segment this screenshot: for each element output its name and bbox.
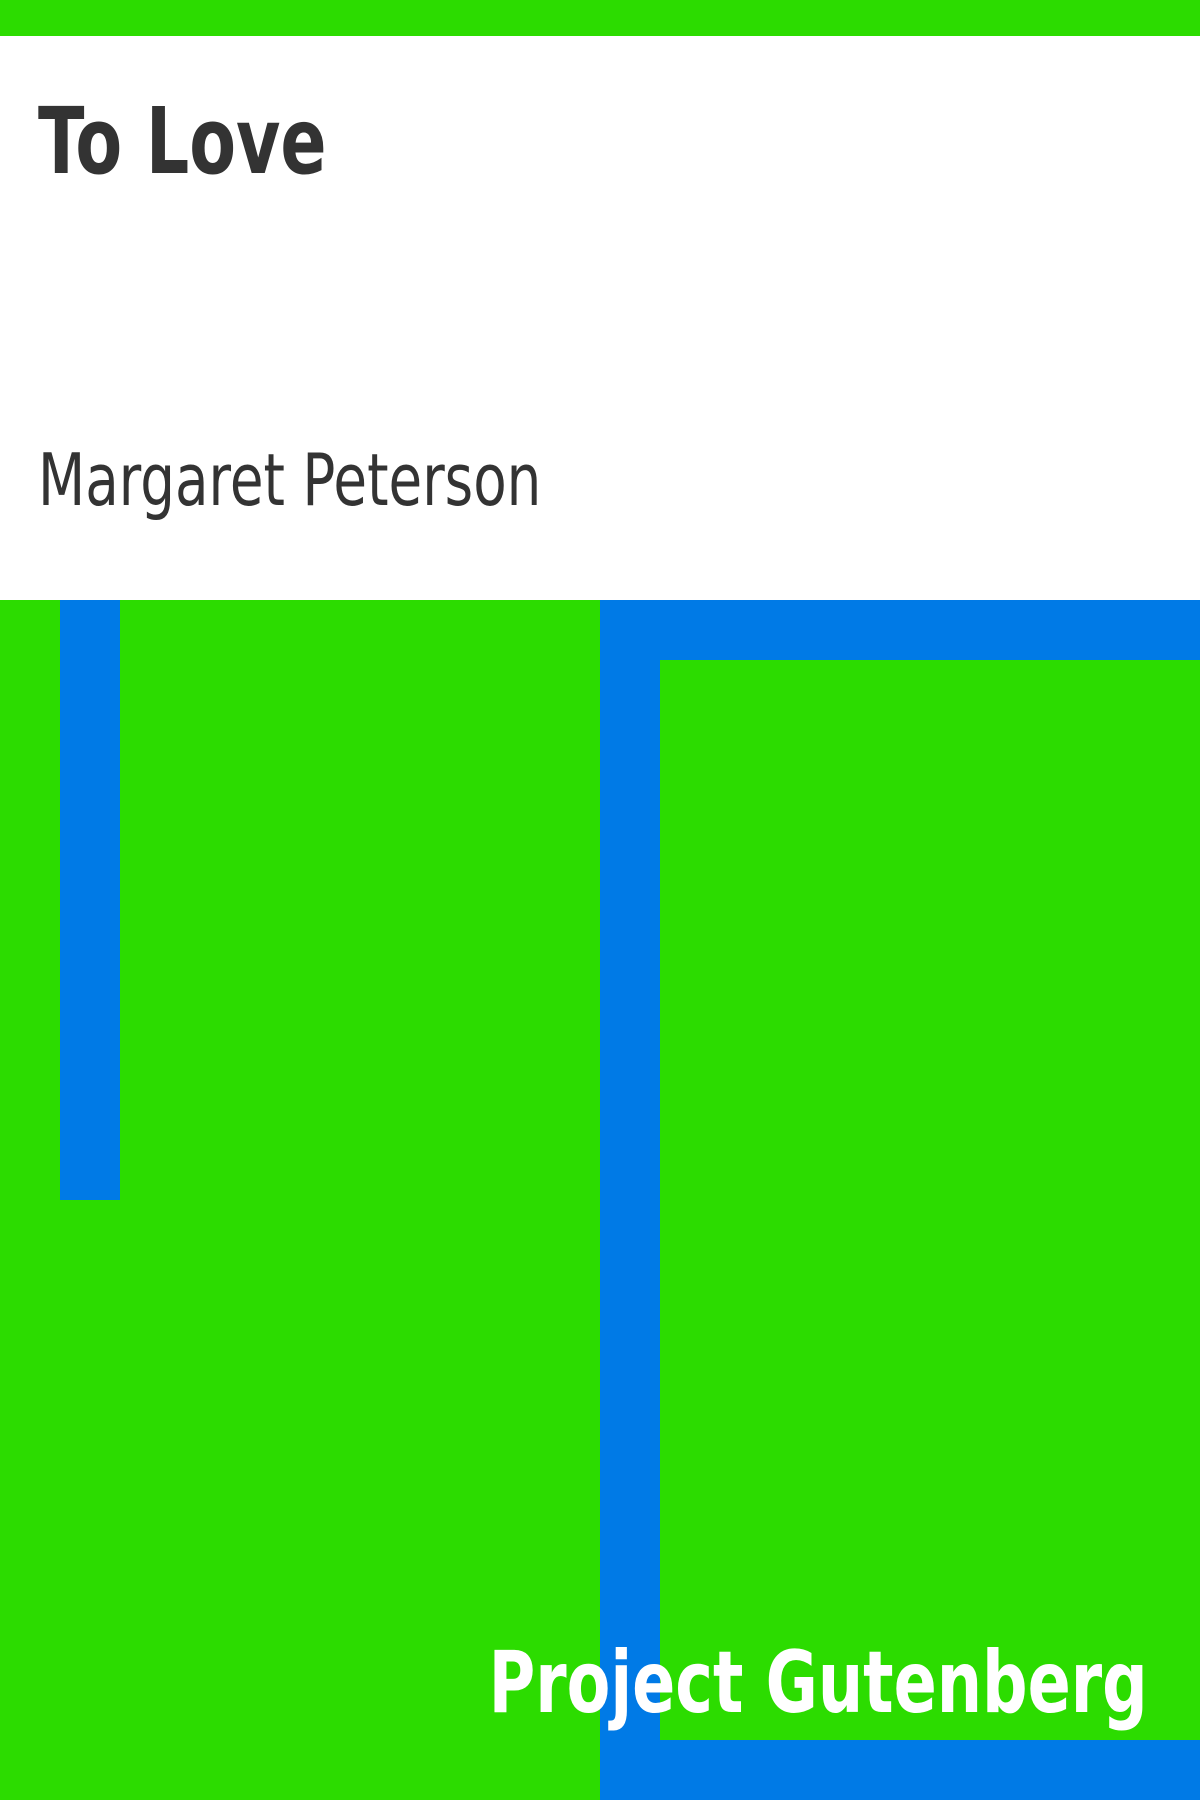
book-title: To Love bbox=[38, 88, 327, 195]
publisher-name: Project Gutenberg bbox=[488, 1633, 1148, 1733]
cover-artwork: Project Gutenberg bbox=[0, 600, 1200, 1800]
title-panel: To Love Margaret Peterson bbox=[0, 36, 1200, 600]
right-blue-frame bbox=[600, 600, 1200, 1800]
top-color-band bbox=[0, 0, 1200, 36]
left-blue-bar bbox=[60, 600, 120, 1200]
book-author: Margaret Peterson bbox=[38, 438, 542, 522]
green-inset-panel bbox=[660, 660, 1200, 1740]
